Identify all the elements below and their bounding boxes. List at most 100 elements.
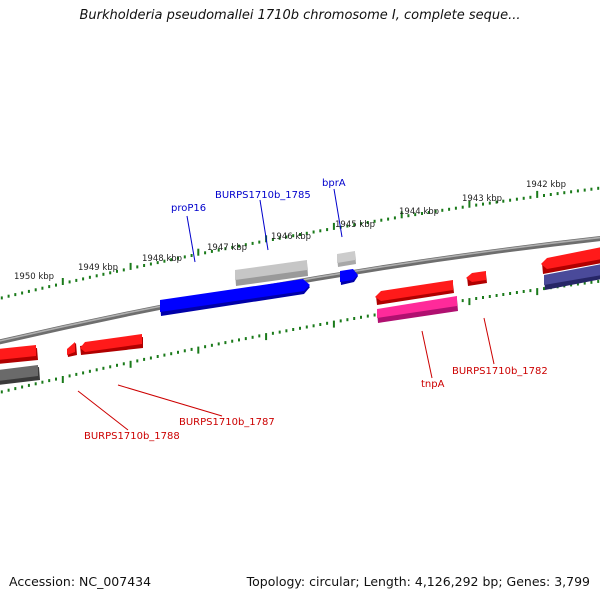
minor-tick: [482, 202, 484, 206]
minor-tick: [109, 271, 112, 275]
minor-tick: [204, 251, 207, 255]
minor-tick: [34, 382, 37, 386]
minor-tick: [14, 387, 17, 391]
minor-tick: [156, 355, 159, 358]
minor-tick: [563, 191, 566, 195]
minor-tick: [515, 197, 518, 201]
minor-tick: [421, 212, 423, 215]
upper-scale-ticks: [0, 186, 600, 300]
minor-tick: [170, 352, 173, 356]
minor-tick: [312, 230, 315, 234]
gene-label-burps-1782[interactable]: BURPS1710b_1782: [452, 366, 548, 377]
minor-tick: [238, 244, 240, 248]
minor-tick: [590, 187, 593, 191]
minor-tick: [312, 324, 315, 328]
feature-burps-1787[interactable]: [80, 334, 143, 355]
minor-tick: [529, 289, 532, 293]
feature-red-left-edge[interactable]: [0, 345, 38, 364]
minor-tick: [27, 383, 30, 387]
minor-tick: [136, 359, 139, 363]
minor-tick: [21, 385, 24, 389]
gene-label-burps-1785[interactable]: BURPS1710b_1785: [215, 190, 311, 201]
minor-tick: [41, 286, 44, 290]
minor-tick: [75, 372, 78, 376]
minor-tick: [149, 262, 152, 266]
major-tick: [536, 288, 539, 296]
minor-tick: [387, 217, 390, 221]
feature-bprA-grey[interactable]: [337, 251, 356, 267]
minor-tick: [380, 218, 383, 222]
leader-line-bprA: [333, 188, 343, 238]
minor-tick: [441, 208, 444, 212]
feature-burps-1785[interactable]: [235, 260, 308, 286]
minor-tick: [0, 296, 3, 300]
minor-tick: [522, 290, 525, 293]
major-tick: [536, 190, 539, 198]
feature-bprA[interactable]: [340, 269, 358, 285]
minor-tick: [183, 349, 186, 353]
minor-tick: [448, 207, 451, 211]
feature-red-upper-right[interactable]: [375, 280, 454, 305]
minor-tick: [204, 345, 207, 349]
gene-label-bprA[interactable]: bprA: [322, 178, 346, 189]
minor-tick: [590, 280, 593, 284]
leader-line-proP16: [186, 215, 196, 263]
minor-tick: [102, 366, 105, 370]
minor-tick: [116, 363, 118, 367]
feature-red-tiny-left[interactable]: [67, 342, 77, 357]
minor-tick: [82, 277, 85, 281]
minor-tick: [21, 291, 24, 295]
minor-tick: [353, 223, 356, 227]
minor-tick: [55, 377, 57, 381]
minor-tick: [68, 280, 71, 284]
feature-tnpA[interactable]: [377, 296, 458, 323]
minor-tick: [543, 287, 545, 291]
major-tick: [468, 298, 471, 306]
minor-tick: [597, 186, 600, 190]
minor-tick: [326, 321, 329, 325]
feature-burps-1782[interactable]: [544, 264, 600, 290]
minor-tick: [7, 388, 10, 392]
gene-label-burps-1788[interactable]: BURPS1710b_1788: [84, 431, 180, 442]
minor-tick: [597, 279, 600, 283]
minor-tick: [305, 231, 308, 235]
minor-tick: [509, 198, 512, 202]
minor-tick: [319, 323, 322, 326]
minor-tick: [177, 350, 179, 354]
minor-tick: [278, 330, 281, 334]
minor-tick: [407, 214, 410, 218]
minor-tick: [258, 334, 261, 338]
accession-text: Accession: NC_007434: [9, 574, 152, 589]
minor-tick: [549, 193, 552, 196]
scale-label: 1944 kbp: [399, 207, 439, 217]
minor-tick: [576, 189, 579, 193]
minor-tick: [217, 248, 220, 252]
feature-red-small-right[interactable]: [466, 271, 487, 286]
minor-tick: [583, 188, 586, 192]
minor-tick: [461, 205, 464, 209]
minor-tick: [109, 365, 112, 369]
minor-tick: [34, 288, 37, 292]
minor-tick: [48, 285, 51, 289]
gene-label-proP16[interactable]: proP16: [171, 203, 206, 214]
major-tick: [265, 333, 268, 341]
minor-tick: [299, 233, 301, 236]
feature-proP16[interactable]: [160, 279, 310, 316]
minor-tick: [116, 269, 118, 273]
minor-tick: [299, 326, 301, 330]
minor-tick: [224, 247, 227, 251]
gene-label-tnpA[interactable]: tnpA: [421, 379, 445, 390]
gene-label-burps-1787[interactable]: BURPS1710b_1787: [179, 417, 275, 428]
scale-label: 1946 kbp: [271, 232, 311, 242]
minor-tick: [373, 219, 376, 223]
minor-tick: [102, 272, 105, 276]
feature-burps-1788[interactable]: [0, 365, 40, 385]
minor-tick: [88, 369, 91, 373]
minor-tick: [75, 278, 78, 282]
minor-tick: [224, 341, 227, 345]
minor-tick: [373, 313, 376, 317]
feature-red-edge-right[interactable]: [541, 247, 600, 274]
scale-label: 1942 kbp: [526, 180, 566, 190]
minor-tick: [576, 282, 579, 286]
minor-tick: [149, 356, 152, 360]
